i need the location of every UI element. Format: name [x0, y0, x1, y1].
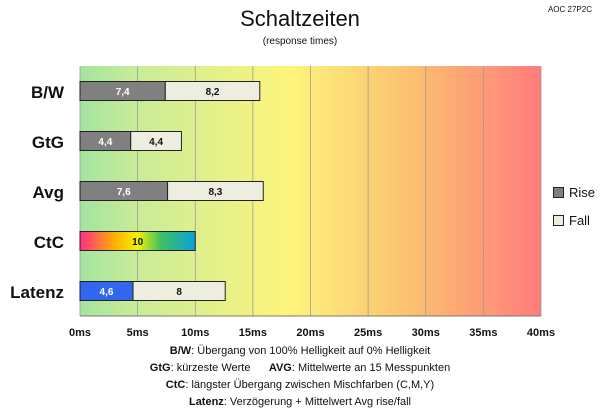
note-gtg-text: : kürzeste Werte: [170, 362, 251, 374]
bar-fall: [167, 181, 264, 201]
chart-notes: B/W: Übergang von 100% Helligkeit auf 0%…: [0, 343, 600, 411]
monitor-model: AOC 27P2C: [547, 5, 592, 14]
x-tick-label: 20ms: [296, 327, 324, 339]
legend-swatch-fall: [553, 214, 564, 226]
legend-label-fall: Fall: [569, 212, 590, 228]
x-tick-label: 10ms: [181, 327, 209, 339]
bar-fall: [164, 81, 261, 101]
legend-label-rise: Rise: [569, 184, 596, 200]
legend-item-fall: Fall: [553, 206, 595, 234]
category-label: Latenz: [10, 283, 64, 302]
bar-rise: [79, 231, 196, 251]
note-ctc: CtC: längster Übergang zwischen Mischfar…: [0, 377, 600, 394]
note-bw-text: : Übergang von 100% Helligkeit auf 0% He…: [191, 345, 431, 357]
note-latenz-text: : Verzögerung + Mittelwert Avg rise/fall: [223, 396, 412, 408]
category-label: B/W: [31, 83, 65, 102]
note-gtg-label: GtG: [149, 362, 171, 374]
note-ctc-label: CtC: [165, 379, 186, 391]
bar-rise-label: 4,6: [100, 287, 114, 298]
bar-fall-label: 8: [176, 287, 182, 298]
note-avg-text: : Mittelwerte an 15 Messpunkten: [291, 362, 451, 374]
bar-fall: [132, 281, 226, 301]
note-latenz-label: Latenz: [188, 396, 224, 408]
bar-rise-label: 7,4: [116, 87, 130, 98]
note-latenz: Latenz: Verzögerung + Mittelwert Avg ris…: [0, 394, 600, 411]
category-label: GtG: [32, 133, 64, 152]
note-avg-label: AVG: [268, 362, 292, 374]
bar-rise-label: 7,6: [117, 187, 131, 198]
x-tick-label: 30ms: [412, 327, 440, 339]
x-tick-label: 0ms: [69, 327, 91, 339]
legend-item-rise: Rise: [553, 178, 595, 206]
bar-fall-label: 4,4: [149, 137, 163, 148]
x-tick-label: 15ms: [239, 327, 267, 339]
category-label: Avg: [33, 183, 65, 202]
note-gtg-avg: GtG: kürzeste Werte AVG: Mittelwerte an …: [0, 360, 600, 377]
x-tick-labels: 0ms 5ms 10ms 15ms 20ms 25ms 30ms 35ms 40ms: [69, 327, 555, 339]
bar-fall-label: 8,2: [206, 87, 220, 98]
legend: Rise Fall: [553, 178, 595, 234]
bar-fall-label: 8,3: [208, 187, 222, 198]
x-tick-label: 35ms: [469, 327, 497, 339]
category-labels: B/W GtG Avg CtC Latenz: [10, 83, 65, 302]
note-bw-label: B/W: [169, 345, 192, 357]
bar-fall: [130, 131, 182, 151]
note-bw: B/W: Übergang von 100% Helligkeit auf 0%…: [0, 343, 600, 360]
note-ctc-text: : längster Übergang zwischen Mischfarben…: [185, 379, 435, 391]
x-tick-label: 40ms: [527, 327, 555, 339]
chart-subtitle: (response times): [262, 36, 338, 47]
bars: 7,4 8,2 4,4 4,4 7,6 8,3 10 4,6 8: [79, 81, 264, 301]
legend-swatch-rise: [553, 186, 564, 198]
x-tick-label: 25ms: [354, 327, 382, 339]
chart-title: Schaltzeiten: [240, 6, 360, 31]
category-label: CtC: [34, 233, 64, 252]
bar-rise-label: 4,4: [98, 137, 112, 148]
response-time-chart: 7,4 8,2 4,4 4,4 7,6 8,3 10 4,6 8 B/W GtG Avg CtC Lat…: [10, 66, 555, 339]
bar-rise-label: 10: [132, 237, 144, 248]
x-tick-label: 5ms: [127, 327, 149, 339]
